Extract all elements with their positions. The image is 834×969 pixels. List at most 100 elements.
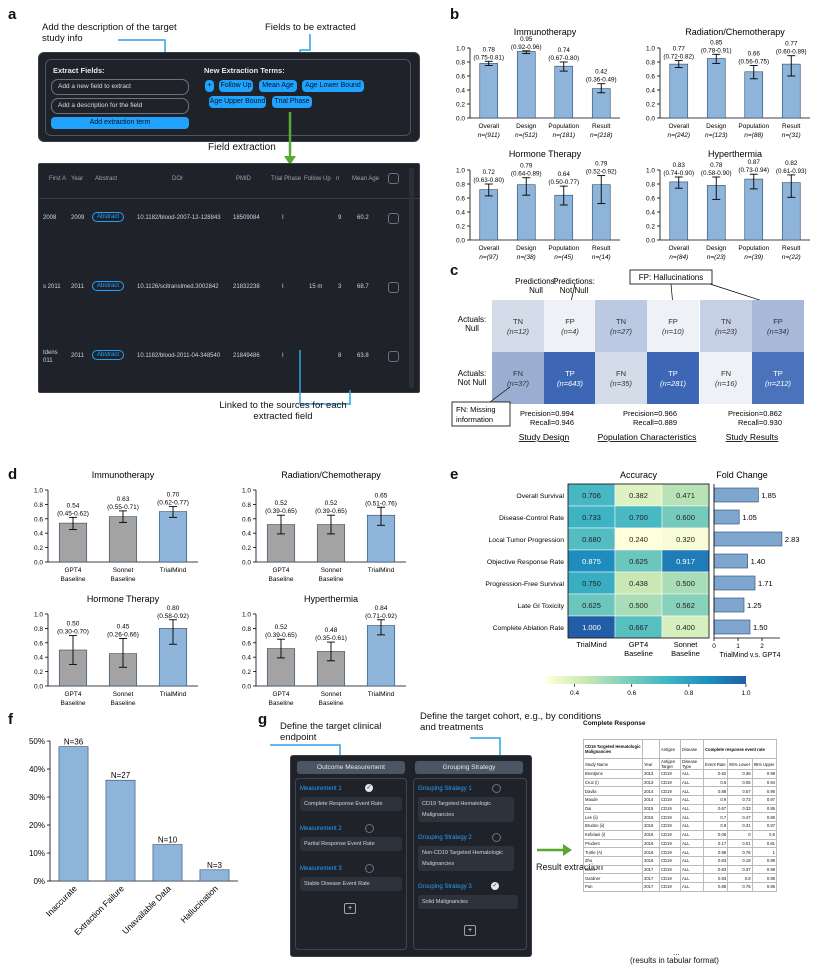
radio-icon[interactable]	[492, 833, 501, 842]
cell-count: (n=16)	[715, 379, 737, 388]
x-tick-label: Design	[516, 245, 537, 252]
table-cell: Kebriaei (i)	[583, 829, 643, 840]
cell-value: 0.875	[582, 557, 601, 566]
th-antigen-top: Antigen	[659, 739, 681, 759]
table-row: tdens 011 2011 Abstract 10.1182/blood-20…	[39, 347, 404, 373]
y-tick-label: 50%	[29, 737, 45, 746]
data-label: 0.45	[117, 623, 130, 630]
colorbar-tick-label: 0.6	[627, 690, 636, 697]
y-tick-label: 0.4	[34, 655, 43, 662]
cell-value: 0.400	[676, 623, 695, 632]
abstract-link[interactable]: Abstract	[92, 281, 125, 291]
field-description-input[interactable]: Add a description for the field	[51, 98, 189, 114]
table-cell: 0.95	[751, 881, 778, 892]
strategy-2-text[interactable]: Non-CD19 Targeted Hematologic Malignanci…	[418, 846, 514, 871]
radio-icon[interactable]	[365, 864, 374, 873]
x-tick-label: Overall	[668, 245, 689, 252]
abstract-link[interactable]: Abstract	[92, 350, 125, 360]
bar	[199, 869, 230, 882]
table-scrollbar[interactable]	[409, 168, 414, 388]
row-mean-age: 68.7	[357, 284, 369, 290]
ci-label: (0.71-0.92)	[365, 613, 397, 620]
row-phase: I	[282, 215, 284, 221]
col-first-author: First A	[49, 176, 67, 182]
table-cell: Davila	[583, 786, 643, 797]
term-follow-up[interactable]: Follow Up	[219, 80, 253, 92]
row-label: Overall Survival	[516, 493, 564, 500]
field-extraction-label: Field extraction	[208, 142, 276, 153]
y-tick-label: 0.4	[242, 531, 251, 538]
x-tick-label: Overall	[478, 245, 499, 252]
measurement-3-text[interactable]: Stable Disease Event Rate	[300, 877, 402, 891]
x-tick-label: Population	[738, 123, 769, 130]
table-cell: 0.97	[751, 821, 778, 831]
x-tick-label: Baseline	[111, 576, 136, 583]
callout-target-description: Add the description of the target study …	[42, 22, 177, 44]
data-label: 0.77	[673, 46, 686, 53]
subplot: Immunotherapy 0.0 0.2 0.4 0.6 0.8 1.0 0.54(0.45…	[34, 470, 198, 583]
y-tick-label: 0.2	[242, 545, 251, 552]
ci-label: (0.75-0.81)	[473, 54, 504, 61]
ci-label: (0.60-0.89)	[776, 49, 807, 56]
table-header-cell: Disease Type	[680, 758, 704, 770]
table-cell: 0.06	[702, 829, 729, 840]
table-cell: ALL	[680, 821, 704, 831]
check-icon[interactable]: ✓	[491, 882, 499, 890]
measurement-2-text[interactable]: Partial Response Event Rate	[300, 837, 402, 851]
select-all-checkbox[interactable]	[388, 173, 399, 184]
check-icon[interactable]: ✓	[365, 784, 373, 792]
y-tick-label: 0.8	[242, 502, 251, 509]
radio-icon[interactable]	[365, 824, 374, 833]
add-extraction-term-button[interactable]: Add extraction term	[51, 117, 189, 129]
confusion-cell	[492, 300, 544, 352]
data-label: 0.80	[167, 605, 180, 612]
y-tick-label: 0.6	[242, 640, 251, 647]
row-n: 8	[338, 353, 342, 359]
ci-label: (0.35-0.61)	[315, 635, 347, 642]
term-age-upper-bound[interactable]: Age Upper Bound	[209, 96, 266, 108]
measurement-1-label: Measurement 1	[300, 786, 342, 792]
table-cell: ALL	[680, 847, 704, 857]
add-term-plus-button[interactable]: +	[205, 80, 214, 92]
data-label: 0.52	[275, 624, 288, 631]
y-tick-label: 0.8	[456, 60, 465, 67]
y-tick-label: 1.0	[646, 46, 655, 53]
table-cell: 2015	[642, 812, 660, 823]
data-label: 0.52	[325, 500, 338, 507]
add-measurement-button[interactable]: +	[344, 903, 356, 914]
y-tick-label: 0.4	[646, 210, 655, 217]
table-cell: ALL	[680, 795, 704, 805]
field-name-input[interactable]: Add a new field to extract	[51, 79, 189, 95]
strategy-3-text[interactable]: Solid Malignancies	[418, 895, 518, 909]
row-checkbox[interactable]	[388, 282, 399, 293]
table-cell: CD19	[659, 847, 681, 857]
abstract-link[interactable]: Abstract	[92, 212, 125, 222]
ci-label: (0.39-0.65)	[265, 508, 297, 515]
panel-label-a: a	[8, 6, 17, 23]
term-mean-age[interactable]: Mean Age	[259, 80, 297, 92]
row-checkbox[interactable]	[388, 213, 399, 224]
term-trial-phase[interactable]: Trial Phase	[272, 96, 312, 108]
table-header-cell: Event Rate	[702, 758, 729, 770]
bar	[158, 511, 188, 563]
recall-label: Recall=0.946	[530, 418, 574, 427]
col-trial-phase: Trial Phase	[271, 176, 302, 182]
table-header-cell: 95% Lower	[727, 758, 753, 770]
y-tick-label: 0.0	[34, 560, 43, 567]
y-tick-label: 30%	[29, 793, 45, 802]
data-label: 0.79	[520, 163, 533, 170]
subplot-title: Immunotherapy	[514, 27, 577, 37]
table-row: Brudno (ii) 2016 CD19 ALL 0.8 0.31 0.97	[583, 821, 778, 831]
add-strategy-button[interactable]: +	[464, 925, 476, 936]
n-label: n=(123)	[705, 132, 728, 139]
table-cell: 0.92	[702, 769, 729, 779]
radio-icon[interactable]	[492, 784, 501, 793]
row-checkbox[interactable]	[388, 351, 399, 362]
table-cell: 0.83	[702, 864, 729, 875]
term-age-lower-bound[interactable]: Age Lower Bound	[302, 80, 364, 92]
y-tick-label: 0.0	[242, 560, 251, 567]
measurement-1-text[interactable]: Complete Response Event Rate	[300, 797, 402, 811]
strategy-1-text[interactable]: CD19 Targeted Hematologic Malignancies	[418, 797, 514, 822]
fn-callout-text-2: information	[456, 415, 493, 424]
